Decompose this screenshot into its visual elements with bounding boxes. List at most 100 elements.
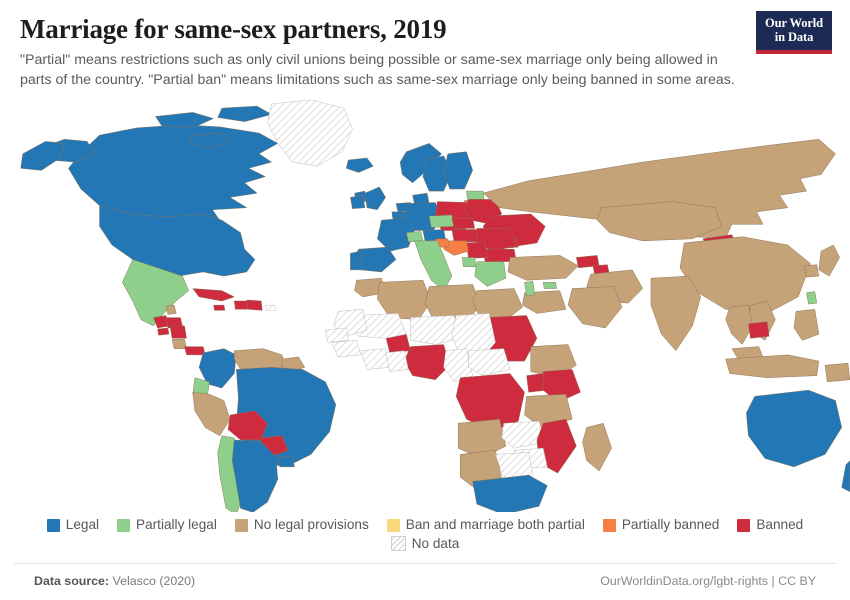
map-country[interactable] [360, 348, 391, 371]
legend-item-legal[interactable]: Legal [46, 517, 100, 533]
map-country[interactable] [466, 242, 488, 260]
map-country[interactable] [501, 421, 546, 449]
world-map-svg[interactable] [0, 90, 850, 513]
data-source-label: Data source: [34, 574, 110, 588]
map-country[interactable] [385, 350, 409, 373]
map-country[interactable] [277, 456, 295, 468]
owid-logo[interactable]: Our World in Data [756, 11, 832, 54]
legend-label: Legal [65, 517, 100, 533]
map-country[interactable] [345, 158, 374, 174]
map-country[interactable] [462, 257, 477, 268]
legend-swatch-icon [46, 518, 60, 532]
map-country[interactable] [793, 309, 820, 342]
map-country[interactable] [451, 229, 480, 243]
map-country[interactable] [377, 280, 432, 321]
map-country[interactable] [804, 264, 820, 278]
legend-label: Ban and marriage both partial [405, 517, 585, 533]
map-country[interactable] [451, 218, 475, 230]
map-country[interactable] [192, 288, 235, 302]
map-country[interactable] [725, 355, 820, 379]
legend-label: No legal provisions [253, 517, 369, 533]
map-country[interactable] [192, 392, 231, 437]
map-country[interactable] [184, 346, 206, 356]
map-country[interactable] [410, 315, 461, 346]
map-country[interactable] [748, 321, 770, 339]
map-country[interactable] [99, 205, 256, 277]
owid-logo-line2: in Data [774, 30, 814, 45]
map-country[interactable] [422, 156, 453, 192]
map-country[interactable] [213, 305, 226, 311]
legend-item-partially-legal[interactable]: Partially legal [117, 518, 217, 532]
map-country[interactable] [428, 215, 455, 229]
map-country[interactable] [155, 112, 214, 128]
map-country[interactable] [536, 419, 577, 474]
map-country[interactable] [524, 281, 536, 297]
map-country[interactable] [265, 305, 277, 311]
map-country[interactable] [443, 151, 473, 190]
map-country[interactable] [122, 259, 189, 327]
map-country[interactable] [354, 278, 386, 298]
map-country[interactable] [596, 201, 722, 242]
map-country[interactable] [507, 255, 579, 281]
legend-row-primary: Legal Partially legal No legal provisions B… [10, 516, 840, 534]
map-country[interactable] [746, 390, 842, 468]
map-country[interactable] [495, 452, 534, 480]
map-country[interactable] [522, 290, 567, 315]
legend-swatch-icon [737, 518, 751, 532]
map-country[interactable] [198, 348, 237, 389]
world-map[interactable] [0, 90, 850, 513]
legend-swatch-icon [602, 518, 616, 532]
map-country[interactable] [231, 440, 279, 513]
map-country[interactable] [542, 282, 557, 290]
chart-subtitle: "Partial" means restrictions such as onl… [20, 52, 735, 88]
map-country[interactable] [325, 328, 349, 344]
legend-swatch-icon [390, 536, 406, 551]
map-country[interactable] [466, 191, 485, 201]
map-country[interactable] [188, 133, 231, 149]
map-country[interactable] [542, 369, 581, 404]
map-country[interactable] [443, 241, 469, 257]
legend-item-no-data[interactable]: No data [390, 535, 460, 551]
owid-logo-line1: Our World [764, 16, 824, 30]
map-country[interactable] [377, 218, 415, 252]
map-country[interactable] [350, 195, 366, 210]
legend-label: Banned [756, 517, 804, 533]
license-link[interactable]: OurWorldinData.org/lgbt-rights | CC BY [600, 574, 816, 588]
map-country[interactable] [267, 100, 353, 167]
map-country[interactable] [472, 475, 548, 513]
legend-item-no-legal-provisions[interactable]: No legal provisions [234, 517, 369, 533]
legend-item-partially-banned[interactable]: Partially banned [602, 517, 720, 533]
map-country[interactable] [806, 291, 818, 305]
map-country[interactable] [331, 340, 362, 358]
map-country[interactable] [679, 236, 811, 315]
map-country[interactable] [406, 231, 424, 243]
map-country[interactable] [468, 348, 511, 377]
map-country[interactable] [404, 344, 451, 381]
chart-header: Marriage for same-sex partners, 2019 "Pa… [0, 0, 850, 90]
legend-item-banned[interactable]: Banned [737, 518, 803, 532]
map-country[interactable] [582, 423, 612, 472]
legend-item-ban-and-marriage-both-partial[interactable]: Ban and marriage both partial [386, 517, 585, 533]
map-country[interactable] [217, 106, 272, 123]
map-country[interactable] [824, 363, 850, 383]
page-title: Marriage for same-sex partners, 2019 [20, 14, 447, 44]
map-country[interactable] [165, 305, 177, 316]
map-country[interactable] [364, 187, 386, 211]
map-country[interactable] [567, 286, 623, 329]
map-country[interactable] [725, 305, 753, 346]
map-country[interactable] [234, 301, 248, 310]
map-country[interactable] [818, 245, 840, 277]
map-country[interactable] [474, 261, 507, 288]
map-country[interactable] [841, 460, 850, 493]
map-country[interactable] [350, 251, 364, 271]
map-country[interactable] [169, 326, 187, 339]
legend-label: No data [411, 535, 460, 551]
map-country[interactable] [20, 141, 65, 172]
map-country[interactable] [171, 339, 187, 350]
map-country[interactable] [246, 300, 263, 311]
map-country[interactable] [399, 143, 442, 184]
map-country[interactable] [414, 241, 453, 292]
map-country[interactable] [157, 328, 170, 336]
map-country[interactable] [650, 276, 701, 352]
legend-label: Partially banned [621, 517, 720, 533]
